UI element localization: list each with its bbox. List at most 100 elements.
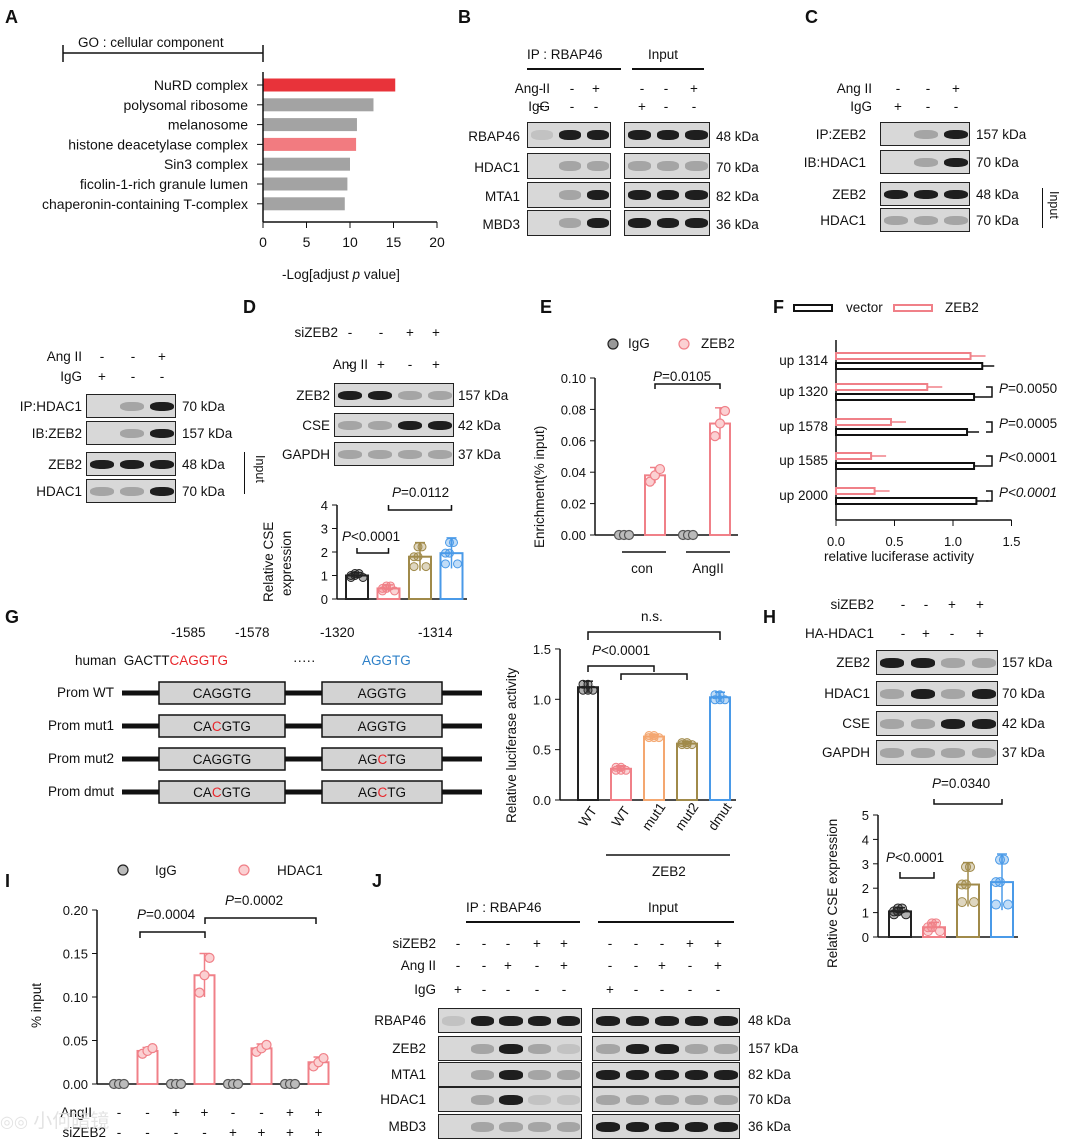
treatment-sign: -: [925, 81, 931, 96]
y-tick-label: 5: [862, 808, 869, 823]
bar: [263, 157, 350, 171]
y-tick-label: 0.02: [561, 497, 586, 512]
x-tick-label: 0.5: [885, 534, 903, 549]
blot-band: [685, 161, 709, 172]
treatment-sign: +: [952, 81, 960, 96]
data-point: [961, 861, 971, 872]
panel-g-pos-1585: -1585: [171, 625, 206, 640]
blot-band: [150, 401, 174, 411]
blot-band: [627, 161, 651, 172]
blot-band: [941, 657, 966, 668]
panel-h-blot: [876, 740, 998, 765]
treatment-sign: +: [894, 99, 902, 114]
construct-seq-2: AGCTG: [358, 752, 406, 767]
bar-zeb2: [835, 487, 876, 495]
bar: [263, 197, 345, 211]
blot-band: [586, 190, 610, 201]
data-point: [687, 740, 697, 750]
bar: [709, 696, 731, 802]
panel-g-ns: n.s.: [641, 609, 663, 624]
x-tick-label: 1.5: [1002, 534, 1020, 549]
bar-vector: [835, 393, 976, 401]
panel-h-row-label: CSE: [842, 716, 870, 731]
y-tick-label: 4: [862, 832, 869, 847]
blot-band: [910, 688, 935, 699]
blot-band: [398, 390, 422, 400]
blot-band: [914, 215, 938, 225]
bar-zeb2: [835, 418, 892, 426]
construct-label: Prom WT: [57, 685, 114, 700]
bar: [263, 118, 357, 132]
panel-f-legend-zeb2: ZEB2: [945, 300, 979, 315]
treatment-sign: -: [953, 99, 959, 114]
panel-j-ip-header: IP : RBAP46: [466, 900, 542, 915]
panel-c2-igg-label: IgG: [60, 369, 82, 384]
panel-i-row-angii: AngII: [60, 1105, 92, 1120]
panel-h-blot: [876, 650, 998, 675]
bar: [643, 735, 665, 802]
panel-j-row-label: ZEB2: [392, 1041, 426, 1056]
data-point: [204, 952, 215, 963]
treatment-sign: -: [159, 369, 165, 384]
treatment-sign: +: [714, 936, 722, 951]
panel-i-pval-2: P=0.0002: [225, 893, 284, 908]
p-value: <0.0001: [1008, 450, 1058, 465]
construct-box-1: [158, 714, 286, 738]
panel-f-row-label: up 1320: [779, 384, 828, 399]
treatment-sign: +: [314, 1125, 323, 1140]
blot-band: [625, 1121, 650, 1132]
panel-j-blot-ip: [438, 1087, 582, 1112]
panel-j-blot-input: [592, 1036, 740, 1061]
blot-band: [971, 657, 996, 668]
panel-g-seq-row: human GACTTCAGGTG: [75, 653, 229, 668]
blot-band: [685, 190, 709, 201]
blot-band: [884, 189, 908, 199]
blot-band: [558, 130, 582, 141]
treatment-sign: +: [229, 1125, 237, 1140]
data-point: [957, 897, 967, 908]
panel-f-xlabel: relative luciferase activity: [824, 549, 975, 564]
panel-c2-row-label: ZEB2: [48, 457, 82, 472]
panel-label-b: B: [458, 7, 471, 27]
blot-band: [428, 420, 452, 430]
panel-b-blot-ip: [527, 122, 611, 148]
blot-band: [558, 218, 582, 229]
blot-band: [714, 1043, 739, 1054]
blot-band: [714, 1015, 739, 1026]
panel-b-blot-input: [624, 153, 710, 179]
data-point: [175, 1078, 187, 1090]
construct-box-1: [158, 780, 286, 804]
treatment-sign: +: [98, 369, 106, 384]
treatment-sign: +: [592, 81, 600, 96]
blot-band: [586, 161, 610, 172]
category-label: NuRD complex: [154, 77, 248, 93]
panel-h-row-label: ZEB2: [836, 655, 870, 670]
treatment-sign: +: [454, 982, 462, 997]
panel-b-input-underline: [632, 68, 704, 70]
sig-bracket: [986, 386, 993, 398]
blot-band: [944, 215, 968, 225]
treatment-sign: -: [116, 1125, 122, 1140]
blot-band: [499, 1015, 523, 1026]
treatment-sign: -: [173, 1125, 179, 1140]
data-point: [927, 918, 937, 929]
blot-band: [595, 1121, 620, 1132]
panel-c-kda: 48 kDa: [976, 187, 1019, 202]
panel-a-title: GO : cellular component: [78, 35, 224, 50]
data-point: [715, 695, 725, 705]
blot-band: [684, 1015, 709, 1026]
blot-band: [914, 189, 938, 199]
panel-c2-kda: 70 kDa: [182, 399, 225, 414]
panel-b-row-label: MBD3: [482, 217, 520, 232]
treatment-sign: -: [259, 1105, 264, 1120]
blot-band: [528, 1121, 552, 1132]
bar-zeb2: [835, 452, 873, 460]
p-symbol: P: [999, 381, 1009, 396]
blot-band: [120, 459, 144, 469]
y-tick-label: 0.05: [63, 1034, 88, 1049]
y-tick-label: 0.04: [561, 465, 586, 480]
panel-j-sizeb2-label: siZEB2: [392, 936, 436, 951]
panel-j-kda: 36 kDa: [748, 1119, 791, 1134]
construct-box-2: [321, 747, 443, 771]
construct-seq-2: AGGTG: [358, 686, 407, 701]
